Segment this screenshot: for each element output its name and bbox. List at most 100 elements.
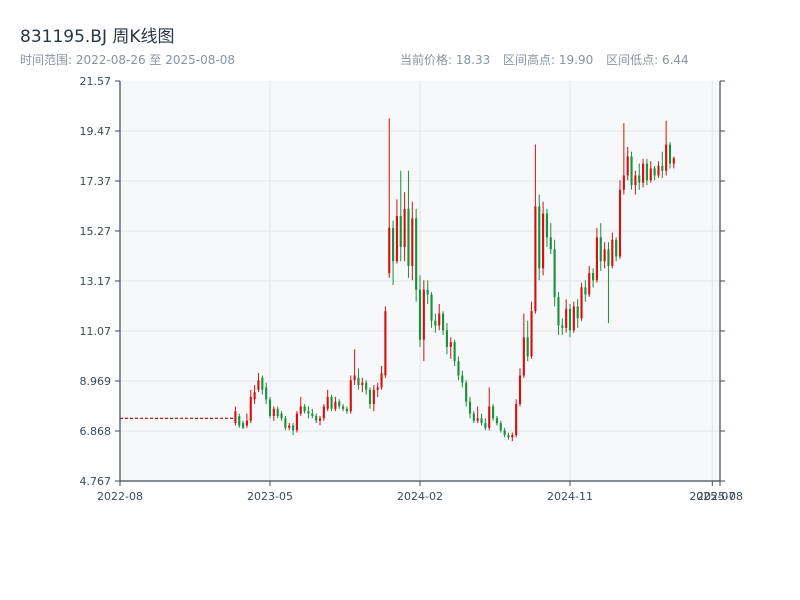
- candle-body: [261, 377, 264, 390]
- candle-body: [518, 375, 522, 405]
- range-low: 区间低点: 6.44: [606, 53, 689, 67]
- candle-body: [268, 399, 272, 416]
- candle-body: [326, 396, 329, 409]
- candle-body: [388, 227, 391, 274]
- candle-body: [503, 430, 506, 435]
- candle-body: [626, 156, 629, 176]
- candle-body: [438, 313, 441, 326]
- candle-body: [599, 237, 602, 262]
- y-tick-label: 17.37: [80, 175, 112, 188]
- candle-body: [265, 387, 268, 400]
- candle-body: [572, 306, 575, 331]
- candle-body: [642, 163, 645, 183]
- candle-body: [307, 411, 310, 414]
- candle-body: [645, 163, 648, 181]
- candle-body: [411, 218, 414, 266]
- candle-body: [330, 396, 333, 409]
- candle-body: [492, 406, 495, 419]
- y-tick-label: 4.767: [80, 475, 112, 488]
- candle-body: [453, 342, 456, 362]
- x-tick-label: 2022-08: [97, 490, 143, 503]
- candle-body: [392, 227, 395, 262]
- candle-body: [318, 418, 322, 421]
- candle-body: [545, 213, 548, 238]
- candle-body: [534, 206, 537, 312]
- candle-body: [384, 311, 387, 376]
- candle-body: [565, 308, 568, 328]
- candle-body: [322, 406, 325, 419]
- candle-body: [468, 401, 472, 414]
- y-tick-label: 8.969: [80, 375, 112, 388]
- candle-body: [461, 375, 464, 383]
- candle-body: [257, 380, 260, 390]
- candle-body: [303, 406, 306, 412]
- candle-body: [376, 387, 379, 390]
- candle-body: [622, 175, 625, 190]
- candle-body: [272, 408, 275, 416]
- candle-body: [495, 418, 498, 424]
- candle-body: [357, 377, 360, 385]
- candle-body: [395, 215, 398, 262]
- candle-body: [442, 313, 445, 331]
- candle-body: [372, 389, 375, 405]
- candle-body: [295, 413, 298, 431]
- candle-body: [588, 273, 591, 295]
- x-tick-label: 2025-07: [689, 490, 735, 503]
- candle-body: [342, 406, 345, 409]
- candle-body: [434, 320, 437, 326]
- candle-body: [276, 408, 279, 416]
- y-tick-label: 6.868: [80, 425, 112, 438]
- x-tick-label: 2024-02: [397, 490, 443, 503]
- current-price: 当前价格: 18.33: [400, 53, 491, 67]
- candle-body: [449, 342, 452, 347]
- candle-body: [353, 375, 356, 381]
- candle-body: [607, 249, 610, 266]
- candle-body: [457, 361, 460, 376]
- candle-body: [668, 144, 672, 164]
- candle-body: [292, 425, 295, 431]
- candle-body: [634, 175, 637, 186]
- candle-body: [280, 413, 283, 419]
- candle-body: [311, 413, 314, 416]
- candle-body: [465, 382, 468, 402]
- candle-body: [315, 415, 318, 421]
- candle-body: [522, 337, 525, 376]
- candle-body: [649, 168, 652, 181]
- candle-body: [361, 382, 364, 385]
- candle-body: [672, 158, 675, 164]
- x-tick-label: 2023-05: [247, 490, 293, 503]
- candle-body: [418, 289, 422, 340]
- candle-body: [476, 418, 479, 421]
- candle-body: [234, 411, 237, 424]
- candle-body: [288, 425, 291, 428]
- candle-body: [507, 434, 510, 438]
- candle-body: [242, 423, 245, 428]
- candle-body: [580, 287, 583, 319]
- candle-body: [480, 418, 483, 424]
- candle-body: [338, 401, 341, 407]
- y-tick-label: 19.47: [80, 125, 112, 138]
- candle-body: [603, 249, 606, 262]
- candle-body: [615, 239, 618, 257]
- candle-body: [657, 165, 660, 176]
- candle-body: [499, 423, 502, 431]
- candle-body: [399, 215, 402, 247]
- candle-body: [472, 413, 475, 421]
- y-tick-label: 15.27: [80, 225, 112, 238]
- price-summary: 当前价格: 18.33 区间高点: 19.90 区间低点: 6.44: [400, 51, 698, 68]
- candle-body: [618, 189, 622, 257]
- candle-body: [584, 287, 587, 295]
- candle-body: [653, 168, 656, 176]
- candle-body: [238, 415, 241, 426]
- candle-body: [245, 420, 248, 426]
- candle-body: [526, 337, 529, 357]
- candle-body: [368, 389, 372, 405]
- date-range: 时间范围: 2022-08-26 至 2025-08-08: [20, 53, 235, 67]
- candle-body: [538, 206, 541, 269]
- candle-body: [299, 406, 302, 414]
- candle-body: [403, 208, 406, 247]
- candle-body: [422, 289, 425, 340]
- candle-body: [530, 311, 533, 357]
- candle-body: [515, 404, 518, 435]
